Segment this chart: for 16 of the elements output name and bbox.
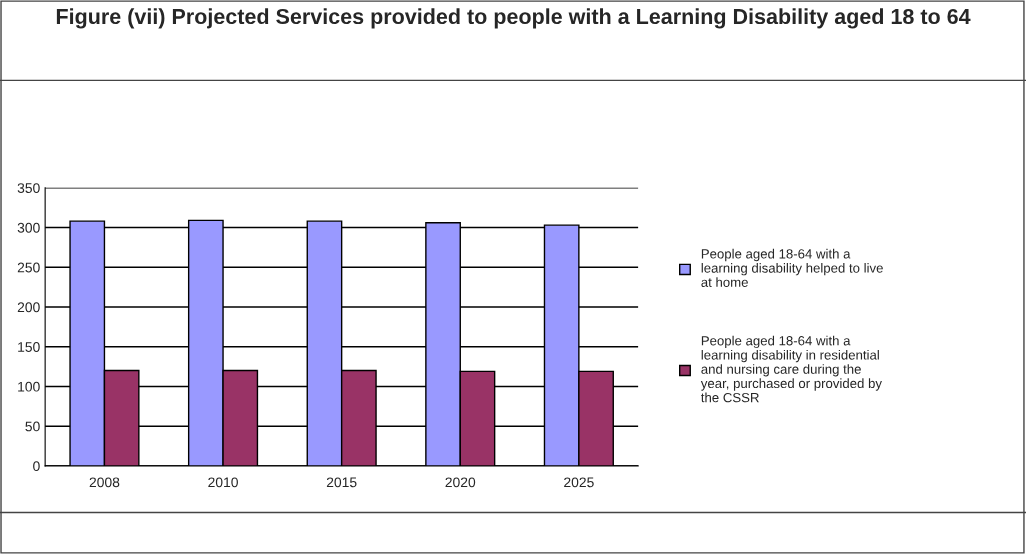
legend-label: People aged 18-64 with a learning disability in residential and nursing care during the year, purchased or provided by the CSSR bbox=[700, 335, 882, 403]
x-tick-label: 2015 bbox=[326, 477, 357, 488]
y-tick-label: 150 bbox=[18, 342, 40, 352]
y-tick-label: 350 bbox=[17, 183, 40, 193]
x-tick-label: 2020 bbox=[445, 477, 476, 488]
x-tick-label: 2008 bbox=[89, 477, 120, 488]
x-tick-label: 2010 bbox=[208, 477, 238, 488]
y-tick-label: 200 bbox=[17, 302, 40, 313]
y-tick-label: 300 bbox=[17, 222, 40, 233]
y-tick-label: 100 bbox=[18, 381, 40, 392]
y-tick-label: 250 bbox=[17, 262, 40, 273]
y-tick-label: 50 bbox=[25, 421, 40, 432]
y-tick-label: 0 bbox=[33, 461, 40, 472]
chart-title: Figure (vii) Projected Services provided to people with a Learning Disability aged 18 to 64 bbox=[56, 8, 971, 29]
legend-label: People aged 18-64 with a learning disability helped to live at home bbox=[701, 248, 883, 287]
x-tick-label: 2025 bbox=[564, 477, 594, 488]
